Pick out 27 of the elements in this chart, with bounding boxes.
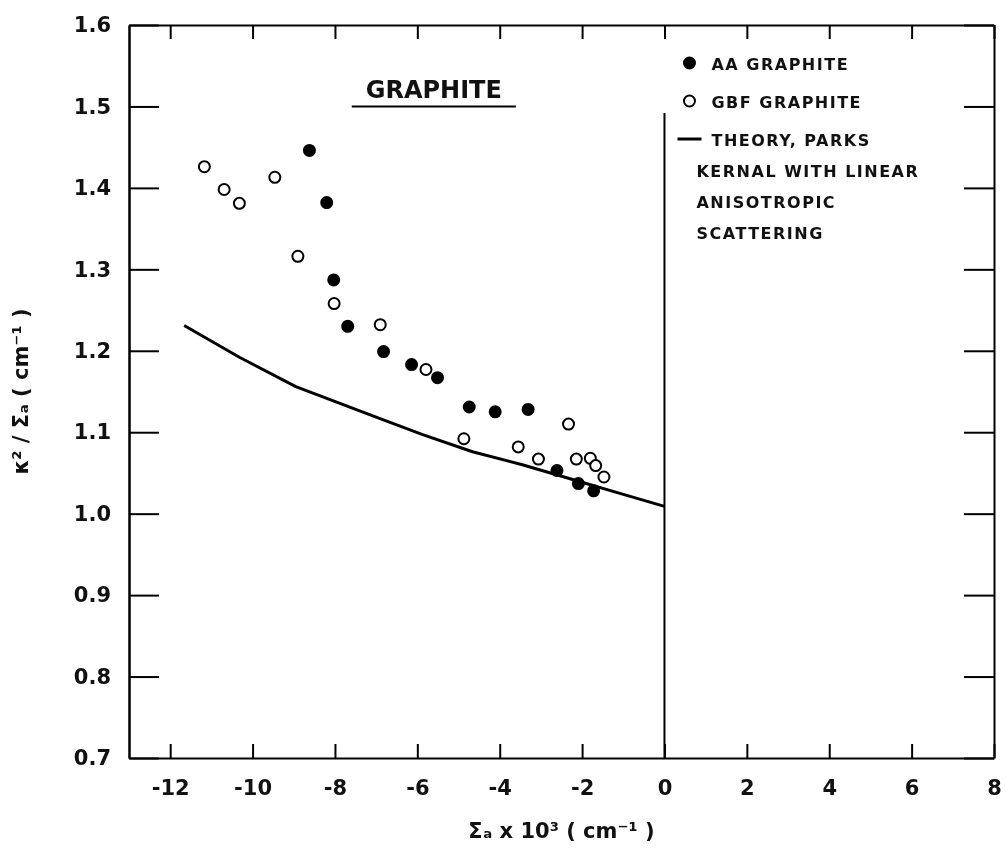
y-axis-title: κ² / Σₐ ( cm⁻¹ ) bbox=[9, 308, 33, 475]
y-tick-label: 1.6 bbox=[73, 13, 111, 38]
x-tick-label: -10 bbox=[234, 775, 273, 800]
y-tick-label: 1.1 bbox=[73, 420, 111, 445]
y-tick-label: 1.2 bbox=[73, 339, 111, 363]
x-tick-label: 0 bbox=[657, 775, 673, 800]
x-tick-label: 6 bbox=[904, 775, 920, 800]
x-tick-label: -6 bbox=[406, 775, 430, 800]
x-tick-label: 2 bbox=[740, 775, 755, 800]
legend-label: THEORY, PARKS KERNAL WITH LINEAR ANISOTROPIC SCATTERING bbox=[696, 131, 920, 243]
y-tick-label: 1.0 bbox=[73, 501, 111, 526]
legend-label: GBF GRAPHITE bbox=[711, 93, 863, 112]
y-tick-label: 0.9 bbox=[73, 583, 111, 608]
x-tick-label: -4 bbox=[488, 775, 512, 800]
x-tick-label: -12 bbox=[151, 775, 190, 800]
x-tick-label: -2 bbox=[570, 775, 595, 800]
x-tick-label: 4 bbox=[822, 775, 838, 800]
legend-label: AA GRAPHITE bbox=[711, 55, 850, 74]
y-tick-label: 1.4 bbox=[73, 176, 111, 201]
y-tick-label: 1.5 bbox=[73, 94, 111, 119]
x-axis-title: Σₐ x 10³ ( cm⁻¹ ) bbox=[468, 819, 655, 843]
text: GRAPHITE bbox=[365, 76, 502, 105]
x-tick-label: -8 bbox=[323, 775, 348, 800]
y-tick-label: 0.8 bbox=[73, 664, 111, 689]
y-tick-label: 1.3 bbox=[73, 257, 111, 282]
x-tick-label: 8 bbox=[987, 775, 1002, 800]
y-tick-label: 0.7 bbox=[73, 746, 111, 771]
